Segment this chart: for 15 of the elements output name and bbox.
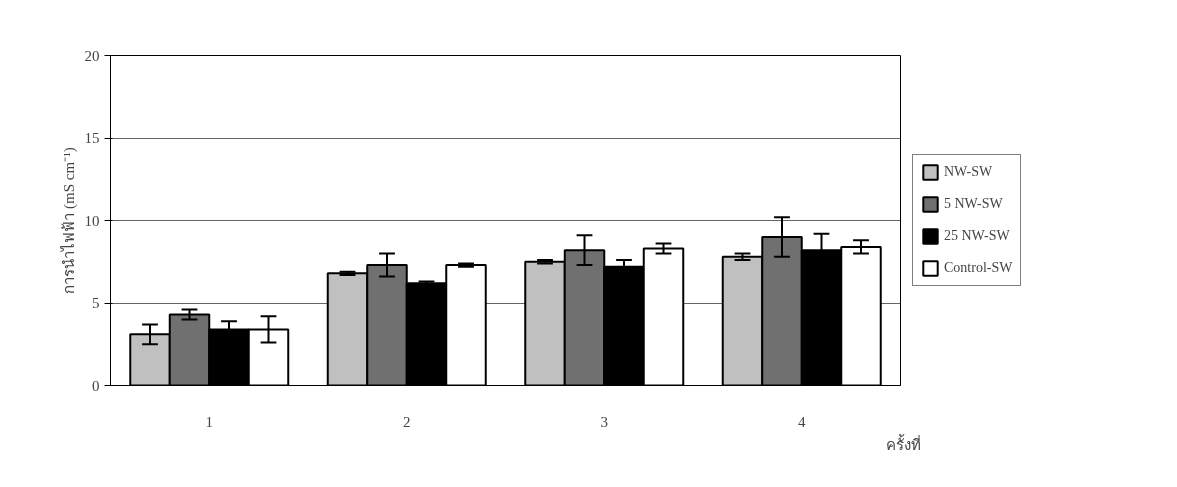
y-tick-label: 10 bbox=[84, 212, 100, 229]
legend-label: 5 NW-SW bbox=[944, 196, 1003, 212]
legend-label: NW-SW bbox=[944, 164, 993, 180]
x-tick-label: 3 bbox=[600, 413, 608, 430]
y-tick-label: 20 bbox=[84, 47, 100, 64]
x-tick-label: 4 bbox=[798, 413, 806, 430]
x-axis-title: ครั้งที่ bbox=[885, 433, 921, 453]
y-axis-title: การนำไฟฟ้า (mS cm⁻¹) bbox=[59, 147, 78, 294]
y-tick-label: 5 bbox=[92, 295, 100, 311]
x-tick-label: 2 bbox=[403, 413, 411, 430]
legend-label: 25 NW-SW bbox=[944, 228, 1010, 244]
y-tick-label: 0 bbox=[92, 377, 100, 394]
x-tick-label: 1 bbox=[205, 413, 213, 430]
legend-label: Control-SW bbox=[944, 260, 1013, 276]
y-tick-label: 15 bbox=[84, 130, 100, 146]
